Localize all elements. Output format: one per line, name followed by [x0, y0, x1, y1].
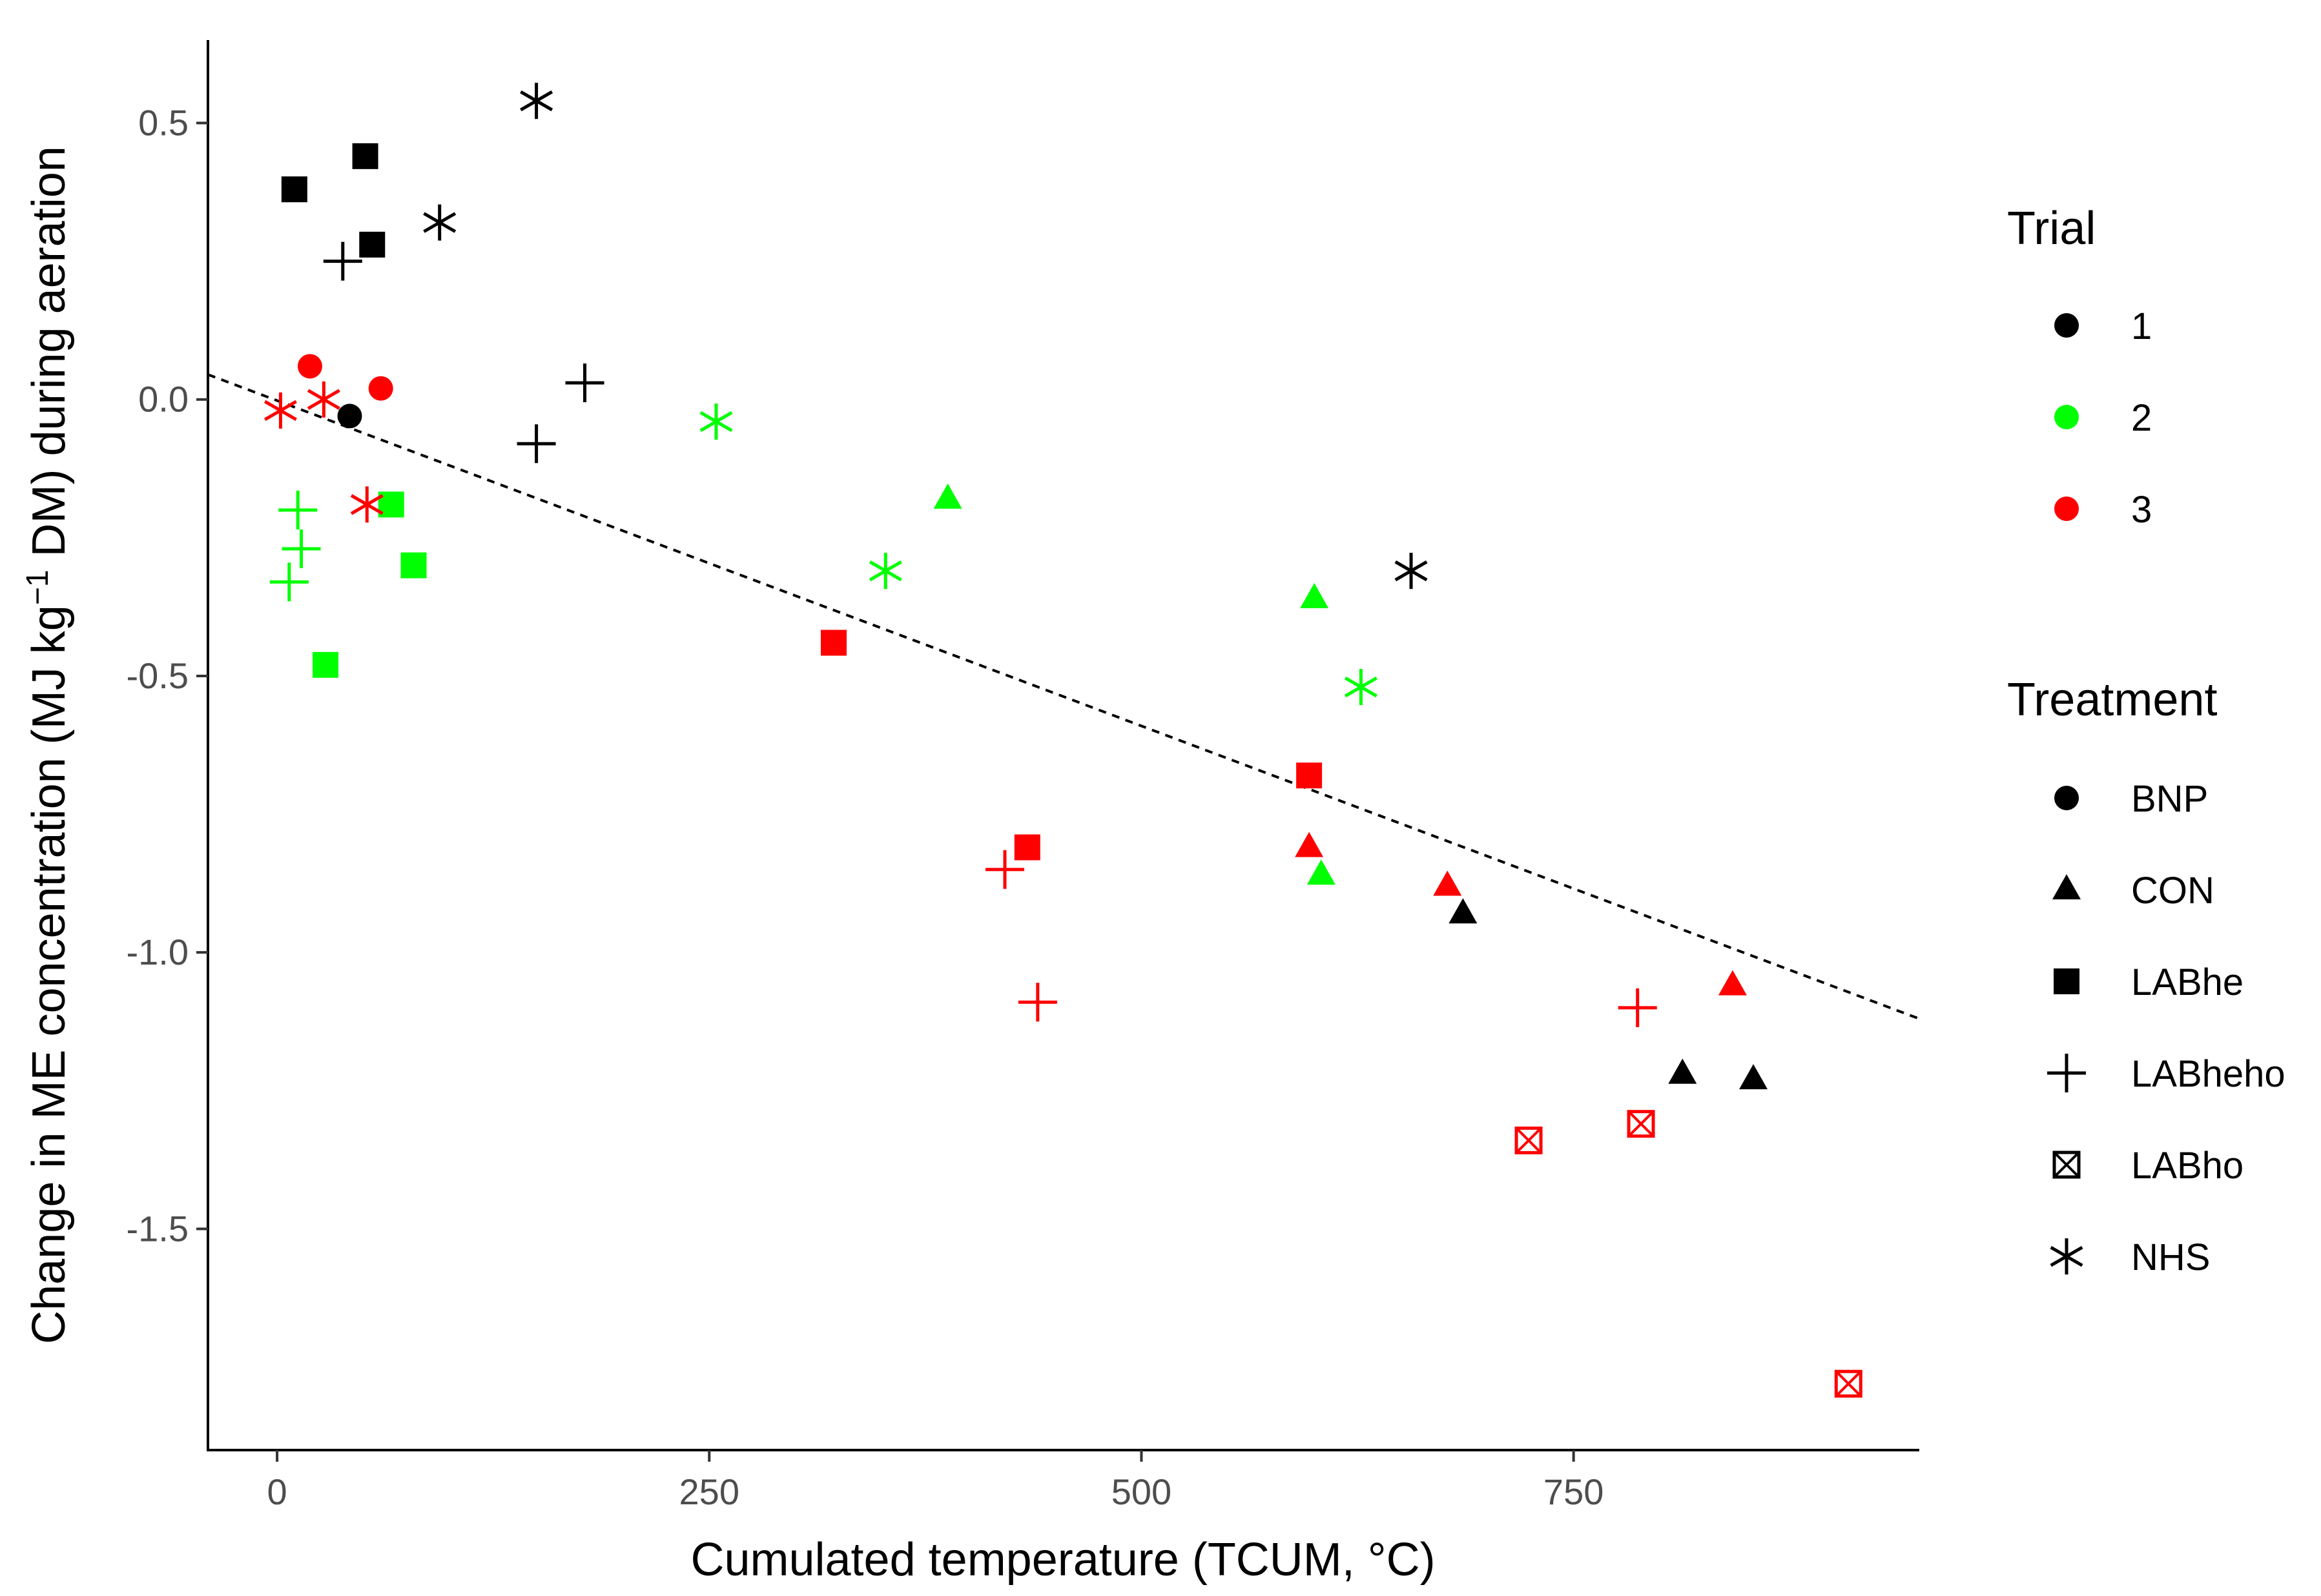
legend-trial-3-key [2054, 496, 2079, 521]
data-point-labhe-trial-2 [400, 552, 427, 578]
y-axis-title-main: Change in ME concentration (MJ kg [23, 605, 75, 1344]
x-tick-label: 250 [679, 1471, 739, 1512]
data-point-nhs-trial-2 [869, 553, 902, 589]
data-point-labheho-trial-3 [1618, 988, 1657, 1027]
legend-bnp-label: BNP [2131, 778, 2208, 820]
legend-trial-1-label: 1 [2131, 305, 2152, 347]
data-point-labheho-trial-1 [323, 241, 362, 281]
legend-labho-key [2052, 1151, 2081, 1179]
legend: Trial Treatment 1 2 3 BNP CON LABhe LABheho LA… [2007, 203, 2285, 1278]
legend-trial-2-key [2054, 405, 2079, 429]
data-point-labhe-trial-1 [352, 143, 378, 169]
legend-nhs-key [2050, 1238, 2083, 1274]
plot-area [207, 83, 1920, 1398]
data-point-nhs-trial-1 [1394, 553, 1428, 589]
x-tick-label: 750 [1543, 1471, 1604, 1512]
legend-trial-title: Trial [2007, 203, 2096, 254]
data-point-labheho-trial-2 [269, 562, 309, 602]
legend-trial-3-label: 3 [2131, 489, 2152, 531]
y-tick-label: 0.5 [138, 102, 189, 143]
y-axis-title-tail: DM) during aeration [23, 146, 75, 569]
data-point-bnp-trial-1 [337, 404, 362, 429]
y-axis-ticks: 0.5 0.0 -0.5 -1.0 -1.5 [127, 102, 208, 1249]
data-point-labheho-trial-1 [565, 363, 604, 403]
data-point-con-trial-1 [1449, 898, 1478, 924]
y-tick-label: -1.5 [127, 1208, 189, 1249]
data-point-nhs-trial-2 [699, 403, 733, 440]
legend-treatment-title: Treatment [2007, 674, 2217, 726]
y-axis-title-superscript: −1 [21, 570, 55, 606]
data-point-con-trial-1 [1739, 1064, 1768, 1090]
data-point-labho-trial-3 [1514, 1126, 1543, 1154]
legend-trial-2-label: 2 [2131, 397, 2152, 439]
y-tick-label: -0.5 [127, 655, 189, 696]
data-point-labho-trial-3 [1627, 1110, 1655, 1138]
data-point-labhe-trial-3 [1014, 834, 1040, 861]
data-point-con-trial-3 [1295, 832, 1324, 857]
data-point-nhs-trial-2 [1344, 669, 1377, 706]
legend-labheho-label: LABheho [2131, 1053, 2285, 1095]
y-tick-label: -1.0 [127, 932, 189, 972]
data-point-labheho-trial-3 [1018, 983, 1057, 1022]
legend-labhe-key [2054, 968, 2079, 994]
data-point-nhs-trial-3 [350, 486, 384, 523]
legend-trial-1-key [2054, 313, 2079, 338]
y-tick-label: 0.0 [138, 379, 189, 420]
data-point-labhe-trial-1 [281, 176, 307, 203]
data-point-bnp-trial-3 [297, 354, 322, 379]
data-point-con-trial-2 [1300, 583, 1329, 609]
legend-treatment-items: BNP CON LABhe LABheho LABho NHS [2047, 778, 2285, 1278]
data-point-labheho-trial-2 [282, 529, 321, 568]
x-axis-title: Cumulated temperature (TCUM, °C) [690, 1534, 1435, 1586]
x-tick-label: 500 [1111, 1471, 1171, 1512]
data-point-labho-trial-3 [1834, 1369, 1862, 1398]
legend-labho-label: LABho [2131, 1145, 2244, 1187]
data-point-nhs-trial-1 [423, 204, 457, 241]
x-tick-label: 0 [267, 1471, 287, 1512]
data-point-con-trial-3 [1433, 870, 1462, 896]
data-point-nhs-trial-1 [520, 83, 553, 119]
data-point-con-trial-3 [1718, 970, 1747, 996]
data-point-con-trial-1 [1668, 1058, 1697, 1084]
legend-labheho-key [2047, 1054, 2086, 1092]
legend-nhs-label: NHS [2131, 1236, 2210, 1278]
data-point-nhs-trial-3 [307, 381, 340, 418]
y-axis-title: Change in ME concentration (MJ kg−1 DM) … [21, 146, 75, 1344]
data-point-con-trial-2 [933, 483, 962, 509]
data-point-labhe-trial-1 [359, 231, 386, 258]
data-point-labheho-trial-3 [985, 850, 1024, 889]
data-point-bnp-trial-3 [368, 376, 393, 401]
legend-con-label: CON [2131, 870, 2214, 912]
data-point-labheho-trial-2 [278, 491, 318, 529]
legend-con-key [2052, 874, 2081, 899]
x-axis-ticks: 0 250 500 750 [267, 1450, 1604, 1512]
legend-trial-items: 1 2 3 [2054, 305, 2152, 531]
data-point-nhs-trial-3 [263, 392, 297, 429]
trend-line [207, 373, 1920, 1020]
data-point-labhe-trial-3 [1296, 762, 1323, 789]
data-point-labhe-trial-3 [820, 629, 847, 656]
legend-labhe-label: LABhe [2131, 961, 2244, 1003]
legend-bnp-key [2054, 786, 2079, 810]
data-point-labheho-trial-1 [517, 424, 556, 464]
data-point-con-trial-2 [1306, 859, 1336, 885]
data-point-labhe-trial-2 [313, 651, 339, 678]
